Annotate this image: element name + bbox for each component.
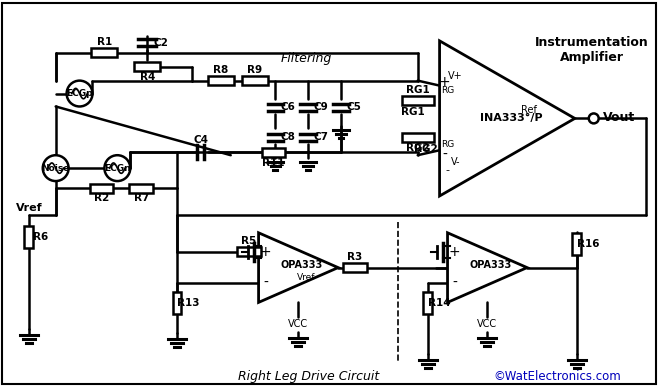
Text: Noise: Noise (42, 164, 70, 173)
Text: +: + (449, 245, 460, 259)
Text: RG1: RG1 (406, 85, 430, 95)
Circle shape (67, 80, 93, 106)
Text: R4: R4 (140, 72, 155, 82)
Bar (134, 62, 160, 71)
Bar (208, 76, 234, 85)
Bar (261, 148, 285, 157)
Bar (237, 247, 261, 257)
Bar (173, 292, 181, 314)
Text: ECGn: ECGn (104, 164, 130, 173)
Text: ©WatElectronics.com: ©WatElectronics.com (493, 370, 621, 384)
Bar (91, 48, 117, 57)
Text: Right Leg Drive Circuit: Right Leg Drive Circuit (238, 370, 379, 384)
Text: +: + (439, 75, 450, 89)
Bar (89, 183, 113, 192)
Text: Vref: Vref (297, 273, 316, 282)
Polygon shape (259, 233, 338, 302)
Text: C5: C5 (347, 103, 361, 113)
Bar (129, 183, 153, 192)
Text: -: - (442, 148, 447, 162)
Text: R2: R2 (94, 194, 109, 204)
Text: RG2: RG2 (406, 143, 430, 153)
Text: R8: R8 (213, 65, 228, 75)
Text: -: - (263, 276, 268, 290)
Bar (573, 233, 581, 255)
Text: C8: C8 (281, 132, 296, 142)
Text: R9: R9 (247, 65, 262, 75)
Text: C6: C6 (281, 103, 296, 113)
Text: R11: R11 (262, 158, 285, 168)
Text: RG: RG (441, 86, 454, 95)
Text: R16: R16 (577, 239, 600, 249)
Text: R3: R3 (348, 252, 363, 262)
Text: C7: C7 (314, 132, 329, 142)
Text: Amplifier: Amplifier (560, 51, 624, 64)
Circle shape (589, 113, 598, 123)
Text: R5: R5 (241, 236, 256, 247)
Bar (402, 96, 434, 105)
Text: R6: R6 (32, 232, 48, 242)
Text: Ref: Ref (521, 106, 537, 115)
Text: Vout: Vout (602, 111, 635, 124)
Text: R1: R1 (97, 37, 112, 47)
Circle shape (105, 155, 130, 181)
Text: +: + (260, 245, 271, 259)
Bar (242, 76, 267, 85)
Text: OPA333: OPA333 (280, 260, 322, 270)
Circle shape (43, 155, 69, 181)
Bar (24, 226, 33, 248)
Text: RG: RG (441, 140, 454, 149)
Text: ECGp: ECGp (66, 89, 93, 98)
Polygon shape (440, 41, 575, 196)
Text: C9: C9 (314, 103, 328, 113)
Text: RG1: RG1 (401, 108, 424, 117)
Text: VCC: VCC (288, 319, 308, 329)
Text: VCC: VCC (477, 319, 497, 329)
Text: R13: R13 (177, 298, 200, 308)
Text: -: - (446, 165, 449, 175)
Text: RG2: RG2 (414, 144, 438, 154)
Bar (423, 292, 432, 314)
Text: Filtering: Filtering (281, 52, 332, 65)
Polygon shape (448, 233, 527, 302)
Text: INA333°/P: INA333°/P (480, 113, 542, 123)
Bar (402, 133, 434, 142)
Text: Instrumentation: Instrumentation (535, 36, 649, 49)
Text: OPA333: OPA333 (469, 260, 512, 270)
Text: V+: V+ (448, 71, 463, 80)
Text: R14: R14 (428, 298, 450, 308)
Bar (343, 263, 367, 272)
Text: -: - (452, 276, 457, 290)
Text: C2: C2 (154, 38, 169, 48)
Text: C4: C4 (193, 135, 209, 145)
Text: V-: V- (451, 157, 460, 167)
Text: R7: R7 (134, 194, 149, 204)
Text: Vref: Vref (15, 203, 42, 213)
